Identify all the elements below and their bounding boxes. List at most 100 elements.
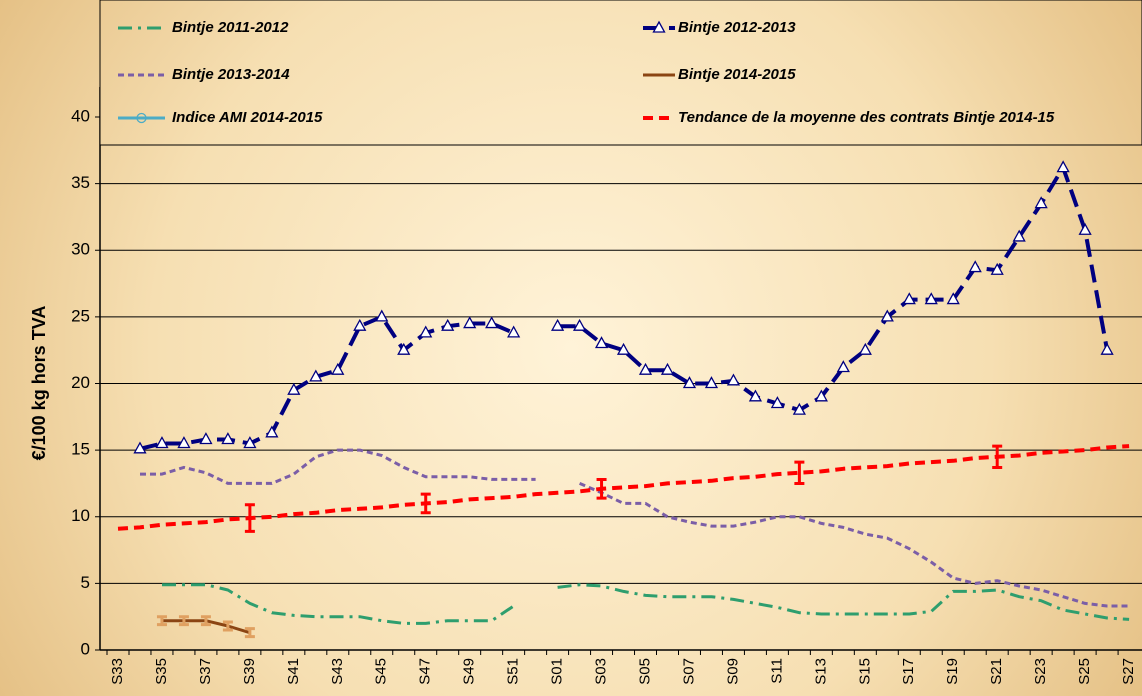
error-bar	[244, 503, 255, 533]
data-point	[287, 382, 301, 395]
x-tick-label: S03	[593, 658, 610, 685]
y-tick-label: 5	[81, 573, 90, 592]
data-point	[375, 309, 389, 322]
data-point	[946, 292, 960, 305]
data-point	[902, 292, 916, 305]
series-line	[140, 448, 1130, 608]
data-point	[836, 360, 850, 373]
x-tick-label: S09	[724, 658, 741, 685]
data-point	[419, 325, 433, 338]
data-point	[594, 336, 609, 349]
x-tick-label: S27	[1120, 658, 1137, 685]
y-axis-title: €/100 kg hors TVA	[29, 306, 49, 461]
legend-box	[99, 0, 1142, 146]
error-bar	[178, 615, 189, 627]
legend-marker	[652, 20, 666, 33]
y-tick-label: 25	[71, 306, 90, 325]
data-point	[1078, 222, 1092, 235]
series-line	[162, 583, 1130, 625]
x-tick-label: S19	[944, 658, 961, 685]
data-point	[551, 318, 565, 331]
y-tick-label: 15	[71, 440, 90, 459]
legend-label: Bintje 2012-2013	[678, 19, 796, 36]
data-point	[177, 436, 191, 449]
x-tick-label: S37	[197, 658, 214, 685]
error-bar	[420, 492, 431, 515]
data-point	[990, 262, 1004, 275]
data-point	[616, 342, 631, 355]
error-bar	[200, 615, 211, 627]
legend-label: Bintje 2013-2014	[172, 66, 290, 83]
data-point	[133, 441, 147, 454]
legend-label: Bintje 2011-2012	[172, 19, 289, 36]
data-point	[265, 425, 279, 438]
x-tick-label: S11	[768, 658, 785, 684]
legend-label: Indice AMI 2014-2015	[172, 109, 323, 126]
legend-marker	[136, 112, 147, 124]
x-tick-label: S39	[241, 658, 258, 685]
data-point	[638, 362, 653, 375]
y-tick-label: 35	[71, 173, 90, 192]
y-tick-label: 30	[71, 240, 90, 259]
data-point	[660, 362, 675, 375]
x-tick-label: S43	[329, 658, 346, 685]
legend-label: Tendance de la moyenne des contrats Bint…	[678, 109, 1055, 126]
data-point	[924, 292, 938, 305]
data-point	[858, 342, 872, 355]
data-point	[243, 436, 257, 449]
x-tick-label: S13	[812, 658, 829, 685]
data-point	[507, 325, 521, 338]
x-tick-label: S47	[417, 658, 434, 685]
data-point	[485, 316, 499, 329]
series-line	[117, 444, 1130, 531]
error-bar	[222, 620, 233, 632]
y-tick-label: 10	[71, 506, 90, 525]
data-point	[353, 318, 367, 331]
error-bar	[992, 444, 1003, 469]
data-point	[748, 389, 763, 402]
data-point	[726, 373, 741, 386]
x-tick-label: S15	[856, 658, 873, 685]
x-tick-label: S25	[1076, 658, 1093, 685]
data-point	[814, 389, 828, 402]
data-point	[704, 376, 719, 389]
legend-label: Bintje 2014-2015	[678, 66, 796, 83]
x-tick-label: S17	[900, 658, 917, 685]
x-tick-label: S51	[505, 658, 522, 685]
data-point	[331, 362, 345, 375]
y-tick-label: 20	[71, 373, 90, 392]
y-tick-label: 0	[81, 639, 90, 658]
data-point	[199, 432, 213, 445]
x-tick-label: S41	[285, 658, 302, 685]
error-bar	[244, 627, 255, 639]
data-point	[1012, 229, 1026, 242]
error-bar	[794, 460, 805, 485]
data-point	[572, 318, 587, 331]
x-tick-label: S49	[461, 658, 478, 685]
data-point	[1034, 196, 1048, 209]
x-tick-label: S05	[636, 658, 653, 685]
x-tick-label: S23	[1032, 658, 1049, 685]
x-tick-label: S35	[153, 658, 170, 685]
x-tick-label: S01	[549, 658, 566, 685]
x-tick-label: S33	[109, 658, 126, 685]
data-point	[397, 342, 411, 355]
x-tick-label: S07	[680, 658, 697, 685]
x-tick-label: S45	[373, 658, 390, 685]
data-point	[1056, 160, 1070, 173]
data-point	[309, 369, 323, 382]
data-point	[880, 309, 894, 322]
x-tick-label: S21	[988, 658, 1005, 685]
data-point	[441, 318, 455, 331]
data-point	[221, 432, 235, 445]
data-point	[968, 260, 982, 273]
data-point	[682, 376, 697, 389]
data-point	[1100, 342, 1114, 355]
data-point	[463, 316, 477, 329]
error-bar	[596, 477, 607, 500]
error-bar	[156, 615, 167, 627]
y-tick-label: 40	[71, 106, 90, 125]
data-point	[155, 436, 169, 449]
data-point	[792, 402, 806, 415]
